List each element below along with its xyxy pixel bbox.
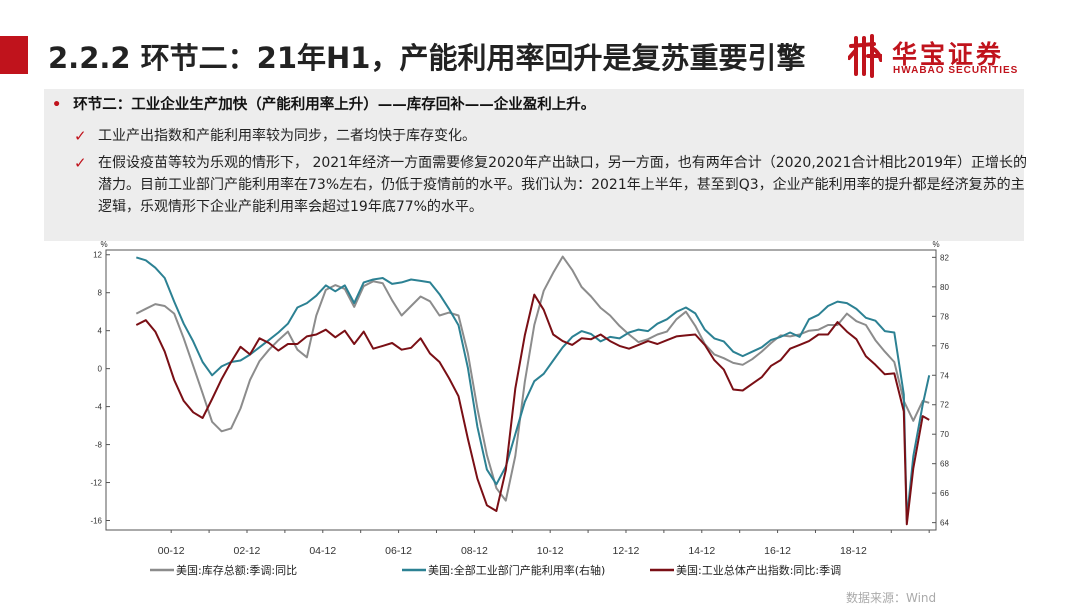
y-left-tick-label: 0 [98,365,103,374]
x-tick-label: 10-12 [537,545,564,557]
y-right-tick-label: 70 [940,430,949,439]
y-right-tick-label: 74 [940,371,949,380]
x-tick-label: 12-12 [613,545,640,557]
y-right-tick-label: 68 [940,460,949,469]
y-left-tick-label: -8 [95,441,103,450]
y-left-tick-label: -12 [90,479,102,488]
y-left-tick-label: 4 [98,327,103,336]
legend-label: 美国:库存总额:季调:同比 [176,563,297,577]
summary-box [44,89,1024,241]
logo-english-text: HWABAO SECURITIES [893,65,1019,76]
legend-label: 美国:全部工业部门产能利用率(右轴) [428,563,605,577]
y-right-tick-label: 72 [940,401,949,410]
check-text: 在假设疫苗等较为乐观的情形下， 2021年经济一方面需要修复2020年产出缺口，… [98,155,1028,215]
bullet-dot-icon: • [52,97,62,113]
x-tick-label: 14-12 [688,545,715,557]
hwabao-logo-icon [848,34,882,78]
series-line-1 [135,255,930,502]
x-tick-label: 02-12 [234,545,261,557]
x-tick-label: 06-12 [385,545,412,557]
summary-bullet: • 环节二：工业企业生产加快（产能利用率上升）——库存回补——企业盈利上升。 [52,93,595,114]
checkmark-icon: ✓ [74,154,87,172]
plot-frame [105,249,937,531]
series-line-2 [136,256,931,521]
x-tick-label: 00-12 [158,545,185,557]
bullet-text: 环节二：工业企业生产加快（产能利用率上升）——库存回补——企业盈利上升。 [73,97,596,113]
y-left-tick-label: 8 [98,289,103,298]
y-left-tick-label: -16 [90,517,102,526]
y-left-tick-label: 12 [93,251,102,260]
y-right-unit: % [932,240,939,249]
y-left-unit: % [100,240,107,249]
y-right-tick-label: 78 [940,312,949,321]
logo-chinese-text: 华宝证券 [892,40,1005,69]
company-logo: 华宝证券 HWABAO SECURITIES [848,34,1048,82]
series-line-3 [135,293,930,526]
x-tick-label: 04-12 [309,545,336,557]
y-right-tick-label: 80 [940,283,949,292]
title-accent-bar [0,36,28,74]
data-source-note: 数据来源：Wind [846,591,937,605]
x-tick-label: 18-12 [840,545,867,557]
x-tick-label: 08-12 [461,545,488,557]
legend-label: 美国:工业总体产出指数:同比:季调 [676,563,841,577]
y-right-tick-label: 76 [940,342,949,351]
line-chart: % % 12 8 4 0 -4 -8 -12 -16 82 80 78 76 74 72 70 68 66 64 00-… [90,240,949,577]
page-title: 2.2.2 环节二：21年H1，产能利用率回升是复苏重要引擎 [48,41,806,75]
y-right-tick-label: 66 [940,489,949,498]
check-text: 工业产出指数和产能利用率较为同步，二者均快于库存变化。 [98,128,476,144]
y-right-tick-label: 64 [940,519,949,528]
y-left-tick-label: -4 [95,403,103,412]
y-right-tick-label: 82 [940,253,949,262]
checkmark-icon: ✓ [74,127,87,145]
x-tick-label: 16-12 [764,545,791,557]
